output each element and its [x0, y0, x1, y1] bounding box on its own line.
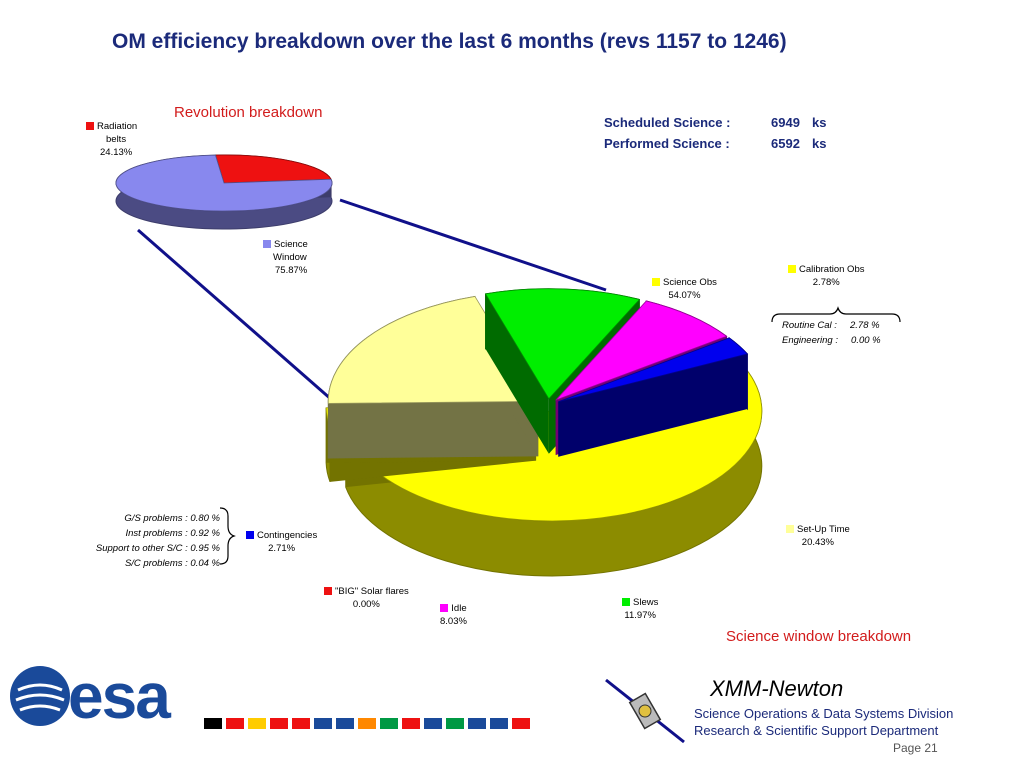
- note-row: Routine Cal : 2.78 %: [782, 320, 880, 331]
- label-calibration-obs: Calibration Obs 2.78%: [788, 263, 864, 289]
- performed-science-value: 6592: [771, 136, 800, 151]
- mission-name: XMM-Newton: [710, 676, 844, 701]
- label-idle: Idle 8.03%: [440, 603, 467, 627]
- calibration-notes: Routine Cal : 2.78 % Engineering : 0.00 …: [782, 318, 881, 348]
- label-science-obs: Science Obs 54.07%: [652, 276, 717, 302]
- legend-swatch: [622, 598, 630, 606]
- legend-swatch: [324, 587, 332, 595]
- footer-department: Research & Scientific Support Department: [694, 723, 939, 738]
- note-row: S/C problems : 0.04 %: [124, 558, 220, 569]
- revolution-chart-title: Revolution breakdown: [174, 104, 323, 121]
- science-chart-title: Science window breakdown: [726, 628, 912, 645]
- legend-swatch: [788, 265, 796, 273]
- esa-globe-icon: [10, 666, 70, 726]
- flag-icon: [402, 718, 420, 729]
- legend-swatch: [652, 278, 660, 286]
- legend-swatch: [246, 531, 254, 539]
- legend-swatch: [263, 240, 271, 248]
- flag-icon: [248, 718, 266, 729]
- footer-division: Science Operations & Data Systems Divisi…: [694, 706, 954, 721]
- revolution-pie: [115, 154, 333, 230]
- label-science-window: Science Window 75.87%: [263, 238, 308, 277]
- pie-charts: [115, 154, 901, 577]
- label-contingencies: Contingencies 2.71%: [246, 529, 317, 555]
- flag-icon: [314, 718, 332, 729]
- scheduled-science-unit: ks: [812, 115, 827, 130]
- flag-icon: [336, 718, 354, 729]
- pie-slice-wall: [558, 353, 748, 457]
- contingency-brace: [219, 507, 236, 565]
- science-pie: [325, 288, 763, 577]
- performed-science-unit: ks: [812, 136, 827, 151]
- esa-logo: esa: [68, 660, 171, 732]
- label-solar-flares: "BIG" Solar flares 0.00%: [324, 585, 409, 611]
- pie-slice: [214, 154, 332, 184]
- performed-science-label: Performed Science :: [604, 136, 730, 151]
- note-row: Engineering : 0.00 %: [782, 335, 881, 346]
- connector-line: [137, 228, 333, 402]
- flag-icon: [490, 718, 508, 729]
- member-flags: [204, 718, 530, 729]
- note-row: Support to other S/C : 0.95 %: [95, 543, 220, 554]
- flag-icon: [446, 718, 464, 729]
- legend-swatch: [440, 604, 449, 612]
- calibration-brace: [771, 306, 901, 323]
- pie-slice: [115, 154, 333, 212]
- pie-slice: [558, 337, 749, 403]
- flag-icon: [204, 718, 222, 729]
- connector-line: [339, 198, 607, 292]
- note-row: Inst problems : 0.92 %: [125, 528, 220, 539]
- label-radiation-belts: Radiation belts 24.13%: [86, 120, 137, 159]
- label-slews: Slews 11.97%: [622, 596, 658, 622]
- satellite-icon: [605, 678, 685, 744]
- scheduled-science-label: Scheduled Science :: [604, 115, 731, 130]
- pie-slice-wall: [328, 401, 539, 459]
- flag-icon: [270, 718, 288, 729]
- scheduled-science-value: 6949: [771, 115, 800, 130]
- flag-icon: [292, 718, 310, 729]
- pie-slice: [555, 300, 728, 401]
- flag-icon: [512, 718, 530, 729]
- flag-icon: [380, 718, 398, 729]
- flag-icon: [226, 718, 244, 729]
- flag-icon: [358, 718, 376, 729]
- label-setup-time: Set-Up Time 20.43%: [786, 523, 850, 549]
- flag-icon: [424, 718, 442, 729]
- legend-swatch: [86, 122, 94, 130]
- pie-slice-wall: [485, 293, 549, 454]
- note-row: G/S problems : 0.80 %: [124, 513, 220, 524]
- page-number: Page 21: [893, 741, 938, 755]
- flag-icon: [468, 718, 486, 729]
- page-title: OM efficiency breakdown over the last 6 …: [112, 30, 787, 53]
- legend-swatch: [786, 525, 794, 533]
- contingency-notes: G/S problems : 0.80 % Inst problems : 0.…: [62, 511, 220, 571]
- pie-slice: [484, 288, 641, 400]
